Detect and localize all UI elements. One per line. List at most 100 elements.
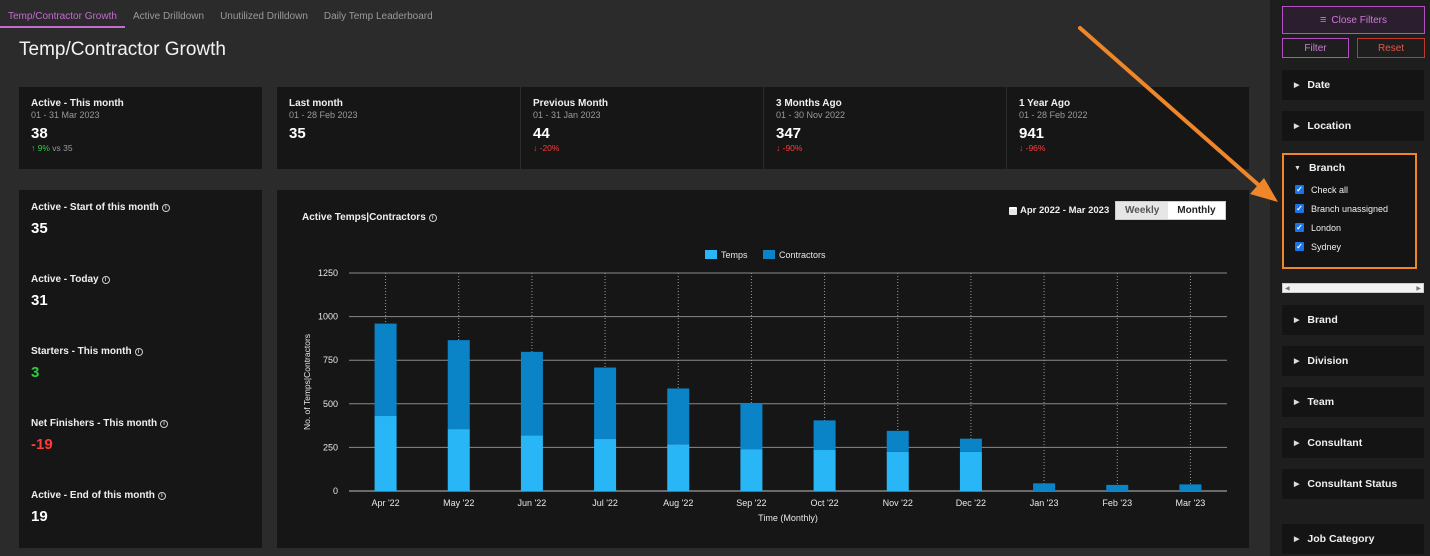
facet-branch-header[interactable]: ▼ Branch [1284,155,1415,174]
option-label: Branch unassigned [1311,203,1389,214]
x-tick-label: Jul '22 [592,498,618,508]
close-filters-button[interactable]: ≡ Close Filters [1282,6,1425,34]
monthly-toggle-button[interactable]: Monthly [1168,202,1225,219]
info-icon[interactable]: i [160,419,169,428]
metric-label: Active - Today [31,274,99,285]
weekly-toggle-button[interactable]: Weekly [1116,202,1169,219]
branch-option-london[interactable]: ✓ London [1284,218,1415,237]
checkbox-checked-icon[interactable]: ✓ [1295,223,1304,232]
kpi-label: 1 Year Ago [1019,98,1071,109]
caret-right-icon: ▶ [1294,440,1300,447]
kpi-compare-card: Last month 01 - 28 Feb 2023 35 Previous … [277,87,1249,169]
date-range-label[interactable]: Apr 2022 - Mar 2023 [1020,205,1110,216]
facet-label: Consultant [1307,437,1363,449]
branch-option-unassigned[interactable]: ✓ Branch unassigned [1284,199,1415,218]
chart-card: Active Temps|Contractors i Apr 2022 - Mar… [277,190,1249,548]
y-tick-label: 1000 [318,312,338,322]
facet-division[interactable]: ▶ Division [1282,346,1424,376]
facet-label: Job Category [1307,533,1375,545]
legend-swatch [705,250,717,259]
metric-label: Net Finishers - This month [31,418,158,429]
x-tick-label: Dec '22 [956,498,986,508]
metric-starters: Starters - This month i 3 [31,346,143,381]
caret-right-icon: ▶ [1294,317,1300,324]
kpi-delta: -96% [1025,143,1046,153]
bar-temps [520,435,543,491]
kpi-3-months-ago: 3 Months Ago 01 - 30 Nov 2022 347 ↓ -90% [763,87,1006,169]
checkbox-checked-icon[interactable]: ✓ [1295,185,1304,194]
arrow-up-icon: ↑ [31,143,36,153]
reset-button[interactable]: Reset [1357,38,1425,58]
facet-branch-expanded: ▼ Branch ✓ Check all ✓ Branch unassigned ✓ L… [1282,153,1417,269]
arrow-down-icon: ↓ [533,143,538,153]
y-axis-label: No. of Temps|Contractors [302,334,312,430]
page-title: Temp/Contractor Growth [19,39,226,60]
x-tick-label: Feb '23 [1102,498,1132,508]
option-label: London [1311,222,1342,233]
calendar-icon[interactable] [1009,206,1017,215]
branch-option-check-all[interactable]: ✓ Check all [1284,180,1415,199]
facet-label: Location [1307,120,1352,132]
checkbox-checked-icon[interactable]: ✓ [1295,242,1304,251]
facet-brand[interactable]: ▶ Brand [1282,305,1424,335]
tab-unutilized-drilldown[interactable]: Unutilized Drilldown [220,11,308,22]
kpi-label: Previous Month [533,98,609,109]
option-label: Check all [1311,184,1349,195]
kpi-period: 01 - 28 Feb 2022 [1019,110,1088,120]
kpi-previous-month: Previous Month 01 - 31 Jan 2023 44 ↓ -20… [520,87,763,169]
facet-label: Branch [1308,162,1346,174]
facet-date[interactable]: ▶ Date [1282,70,1424,100]
tab-temp-contractor-growth[interactable]: Temp/Contractor Growth [0,8,125,28]
tab-daily-temp-leaderboard[interactable]: Daily Temp Leaderboard [323,11,433,22]
info-icon[interactable]: i [428,213,437,222]
bar-temps [447,429,470,491]
kpi-label: Last month [289,98,343,109]
bar-contractors [886,430,909,452]
filter-button[interactable]: Filter [1282,38,1349,58]
bar-contractors [740,402,763,450]
tab-bar: Temp/Contractor Growth Active Drilldown … [0,8,441,28]
x-tick-label: Oct '22 [810,498,838,508]
bar-chart: 0 250 500 750 1000 1250 Apr '22 May '22 Jun '22 J… [302,250,1227,523]
facet-location[interactable]: ▶ Location [1282,111,1424,141]
bar-temps [959,451,982,491]
facet-label: Date [1307,79,1331,91]
kpi-1-year-ago: 1 Year Ago 01 - 28 Feb 2022 941 ↓ -96% [1006,87,1249,169]
info-icon[interactable]: i [101,275,110,284]
close-filters-label: Close Filters [1331,14,1387,26]
bar-contractors [374,323,397,417]
kpi-delta: 9% [37,143,50,153]
kpi-last-month: Last month 01 - 28 Feb 2023 35 [277,87,520,169]
y-tick-label: 250 [323,442,338,452]
info-icon[interactable]: i [157,491,166,500]
side-metrics-card: Active - Start of this month i 35 Active … [19,190,262,548]
kpi-value: 941 [1019,125,1045,142]
metric-value: 19 [31,508,48,525]
info-icon[interactable]: i [134,347,143,356]
legend-label: Contractors [779,250,826,260]
facet-label: Brand [1307,314,1338,326]
option-label: Sydney [1311,241,1342,252]
kpi-value: 347 [776,125,802,142]
metric-active-end: Active - End of this month i 19 [31,490,166,525]
bar-contractors [1106,484,1129,491]
facet-job-category[interactable]: ▶ Job Category [1282,524,1424,554]
info-icon[interactable]: i [161,203,170,212]
y-tick-label: 500 [323,399,338,409]
scroll-right-icon[interactable]: ▶ [1416,286,1421,292]
branch-option-sydney[interactable]: ✓ Sydney [1284,237,1415,256]
caret-right-icon: ▶ [1294,358,1300,365]
bar-temps [740,449,763,491]
tab-active-drilldown[interactable]: Active Drilldown [132,11,205,22]
facet-team[interactable]: ▶ Team [1282,387,1424,417]
horizontal-scrollbar[interactable]: ◀ ▶ [1282,283,1424,293]
kpi-label: Active - This month [31,98,124,109]
kpi-this-month-card: Active - This month 01 - 31 Mar 2023 38 … [19,87,262,169]
x-tick-label: Jun '22 [518,498,547,508]
facet-consultant-status[interactable]: ▶ Consultant Status [1282,469,1424,499]
metric-value: 31 [31,292,48,309]
facet-consultant[interactable]: ▶ Consultant [1282,428,1424,458]
checkbox-checked-icon[interactable]: ✓ [1295,204,1304,213]
scroll-left-icon[interactable]: ◀ [1285,286,1290,292]
kpi-period: 01 - 30 Nov 2022 [776,110,846,120]
